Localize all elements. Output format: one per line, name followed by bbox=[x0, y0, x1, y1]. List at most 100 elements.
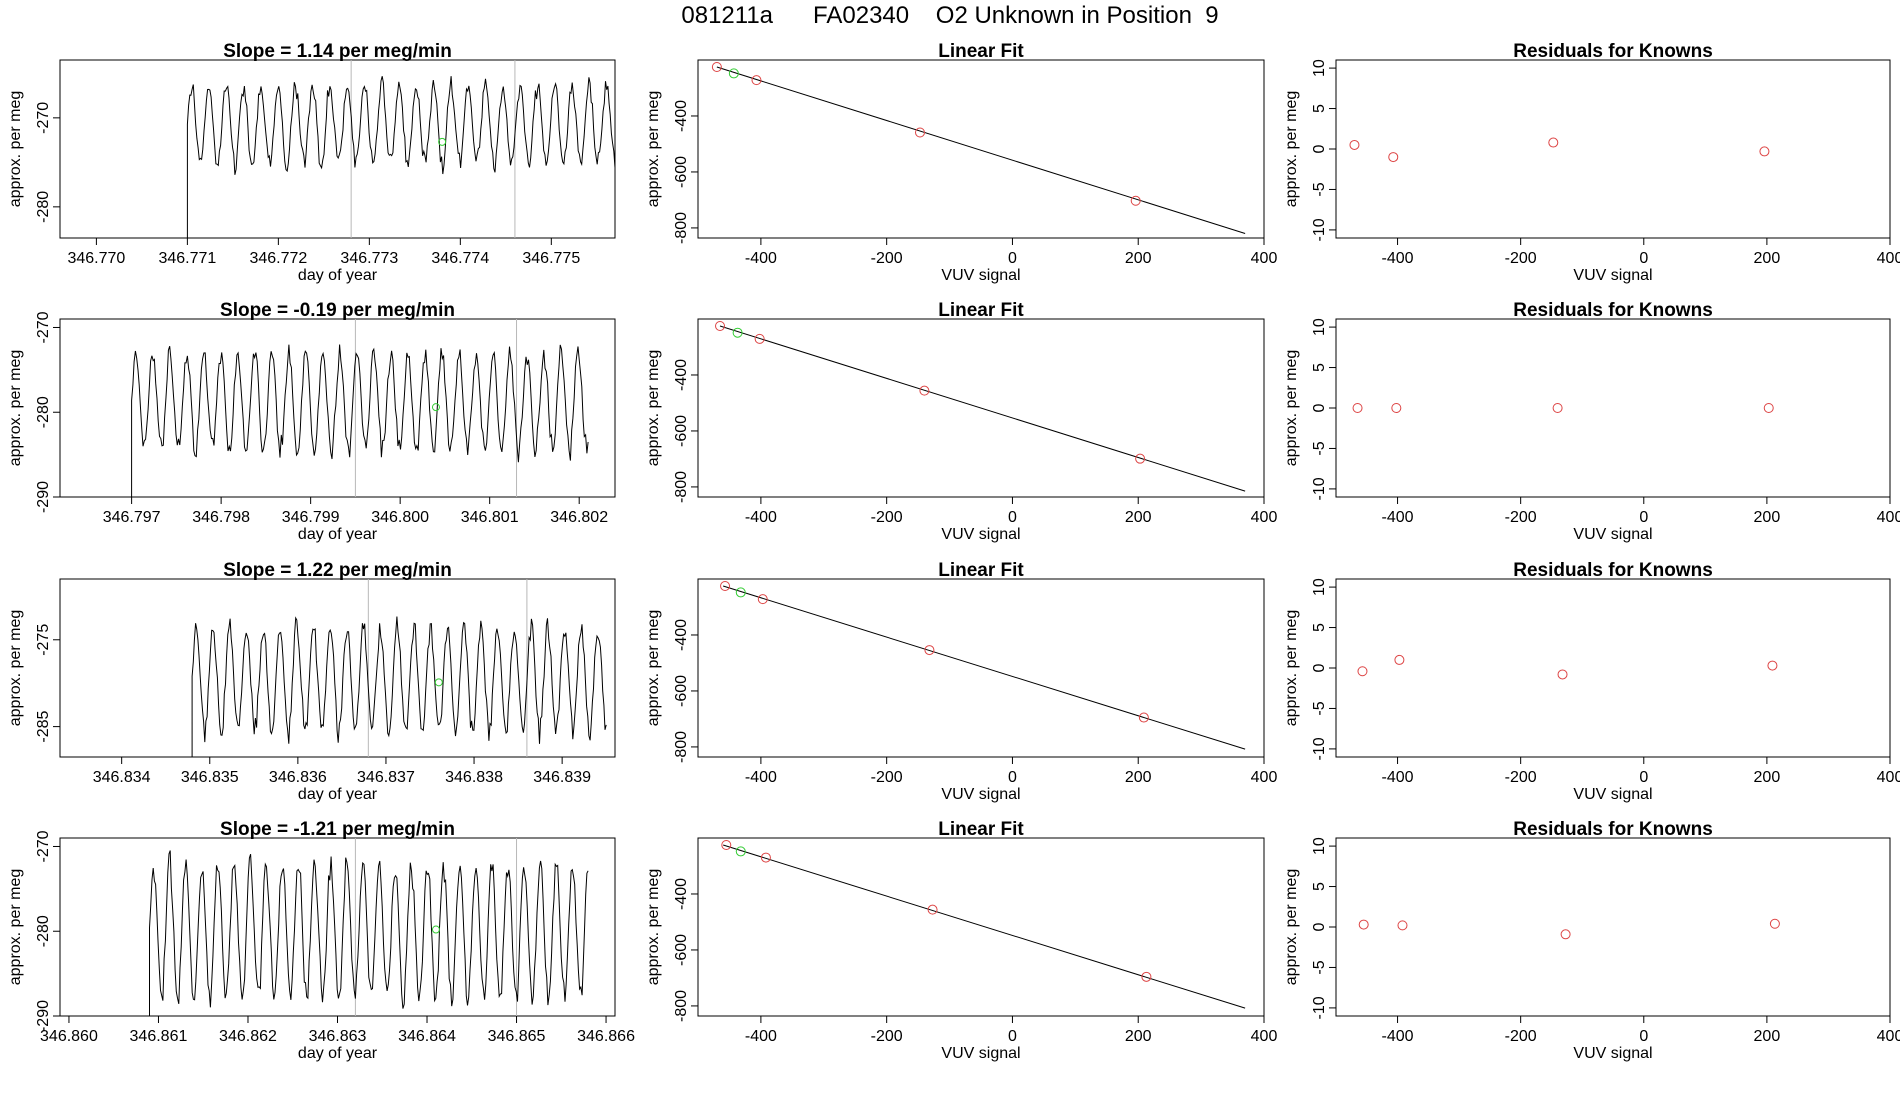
y-axis-label: approx. per meg bbox=[1283, 350, 1300, 467]
y-tick-label: -5 bbox=[1311, 441, 1328, 455]
x-tick-label: -200 bbox=[871, 509, 903, 526]
y-tick-label: -290 bbox=[35, 1000, 52, 1032]
plot-frame bbox=[697, 837, 1265, 1017]
y-tick-label: -600 bbox=[673, 934, 690, 966]
x-axis-label: day of year bbox=[298, 786, 378, 803]
plot-area bbox=[1352, 403, 1774, 413]
x-tick-label: 400 bbox=[1251, 509, 1278, 526]
unknown-point bbox=[431, 403, 440, 412]
x-tick-label: -200 bbox=[871, 250, 903, 267]
panel-title: Slope = 1.14 per meg/min bbox=[223, 41, 452, 62]
x-tick-label: 346.770 bbox=[67, 250, 125, 267]
x-tick-label: 0 bbox=[1008, 250, 1017, 267]
y-tick-label: -600 bbox=[673, 156, 690, 188]
y-tick-label: -280 bbox=[35, 396, 52, 428]
residual-point bbox=[1388, 152, 1399, 163]
x-axis-label: VUV signal bbox=[941, 1045, 1020, 1062]
unknown-point bbox=[434, 678, 443, 687]
plot-area bbox=[721, 839, 1246, 1009]
residual-point bbox=[1397, 920, 1408, 931]
panel-title: Linear Fit bbox=[938, 819, 1024, 840]
known-point bbox=[1135, 453, 1146, 464]
unknown-point bbox=[735, 846, 746, 857]
known-point bbox=[914, 127, 925, 138]
y-tick-label: 5 bbox=[1311, 104, 1328, 113]
x-tick-label: 346.771 bbox=[158, 250, 216, 267]
known-point bbox=[1138, 712, 1149, 723]
y-tick-label: -10 bbox=[1311, 477, 1328, 500]
known-point bbox=[760, 852, 771, 863]
y-tick-label: -800 bbox=[673, 471, 690, 503]
known-point bbox=[754, 333, 765, 344]
plot-area bbox=[149, 838, 589, 1016]
unknown-point bbox=[732, 327, 743, 338]
plot-area bbox=[1357, 654, 1778, 680]
fit-line bbox=[723, 585, 1246, 750]
residuals-panel-row-4: Residuals for Knowns -400 -200 0 200 400 10 5 0 -… bbox=[1283, 819, 1900, 1062]
x-tick-label: 346.801 bbox=[461, 509, 519, 526]
x-tick-label: 346.863 bbox=[309, 1028, 367, 1045]
x-axis-label: VUV signal bbox=[1573, 526, 1652, 543]
x-tick-label: -200 bbox=[1505, 769, 1537, 786]
known-point bbox=[721, 839, 732, 850]
y-tick-label: -270 bbox=[35, 102, 52, 134]
fit-line bbox=[723, 844, 1246, 1009]
x-tick-label: -200 bbox=[871, 1028, 903, 1045]
residuals-panel-row-1: Residuals for Knowns -400 -200 0 200 400 10 5 0 -… bbox=[1283, 41, 1900, 284]
x-tick-label: -200 bbox=[1505, 250, 1537, 267]
x-tick-label: 346.866 bbox=[577, 1028, 635, 1045]
residual-point bbox=[1391, 403, 1402, 413]
y-axis-label: approx. per meg bbox=[645, 869, 662, 986]
x-tick-label: 200 bbox=[1125, 1028, 1152, 1045]
residual-point bbox=[1358, 919, 1369, 930]
known-point bbox=[927, 904, 938, 915]
x-tick-label: 0 bbox=[1008, 509, 1017, 526]
known-point bbox=[715, 320, 726, 331]
y-tick-label: -400 bbox=[673, 878, 690, 910]
panel-title: Residuals for Knowns bbox=[1513, 560, 1713, 581]
known-point bbox=[1141, 971, 1152, 982]
x-tick-label: 346.834 bbox=[93, 769, 151, 786]
panel-title: Residuals for Knowns bbox=[1513, 41, 1713, 62]
x-tick-label: -400 bbox=[1382, 250, 1414, 267]
x-tick-label: 346.797 bbox=[103, 509, 161, 526]
signal-line bbox=[149, 850, 589, 1016]
x-tick-label: 346.860 bbox=[40, 1028, 98, 1045]
x-tick-label: 400 bbox=[1877, 1028, 1900, 1045]
y-tick-label: -600 bbox=[673, 675, 690, 707]
plot-frame bbox=[697, 318, 1265, 498]
y-tick-label: 0 bbox=[1311, 922, 1328, 931]
residuals-panel-row-2: Residuals for Knowns -400 -200 0 200 400 10 5 0 -… bbox=[1283, 300, 1900, 543]
signal-line bbox=[186, 76, 615, 238]
panel-title: Slope = -0.19 per meg/min bbox=[220, 300, 455, 321]
y-tick-label: 5 bbox=[1311, 623, 1328, 632]
time-series-panel-row-3: Slope = 1.22 per meg/min 346.834 346.835 34… bbox=[7, 560, 616, 803]
known-point bbox=[711, 61, 722, 72]
x-axis-label: day of year bbox=[298, 526, 378, 543]
y-tick-label: -270 bbox=[35, 311, 52, 343]
plot-area bbox=[1349, 137, 1770, 163]
linear-fit-panel-row-3: Linear Fit -400 -200 0 200 400 -400 -600 -800 VUV… bbox=[645, 560, 1277, 803]
plot-frame bbox=[59, 578, 616, 758]
x-tick-label: -400 bbox=[745, 250, 777, 267]
y-tick-label: -10 bbox=[1311, 737, 1328, 760]
residual-point bbox=[1394, 654, 1405, 665]
x-tick-label: 346.799 bbox=[282, 509, 340, 526]
x-tick-label: -400 bbox=[745, 769, 777, 786]
x-tick-label: 200 bbox=[1754, 509, 1781, 526]
y-tick-label: -5 bbox=[1311, 182, 1328, 196]
y-tick-label: -5 bbox=[1311, 701, 1328, 715]
unknown-point bbox=[728, 68, 739, 79]
plot-frame bbox=[59, 59, 616, 239]
x-axis-label: VUV signal bbox=[1573, 786, 1652, 803]
y-tick-label: -280 bbox=[35, 915, 52, 947]
x-tick-label: 0 bbox=[1008, 769, 1017, 786]
x-tick-label: 346.836 bbox=[269, 769, 327, 786]
panel-title: Linear Fit bbox=[938, 41, 1024, 62]
y-tick-label: -10 bbox=[1311, 996, 1328, 1019]
known-point bbox=[1130, 195, 1141, 206]
y-tick-label: -400 bbox=[673, 619, 690, 651]
known-point bbox=[919, 385, 930, 396]
x-tick-label: 346.772 bbox=[249, 250, 307, 267]
unknown-point bbox=[431, 925, 440, 934]
